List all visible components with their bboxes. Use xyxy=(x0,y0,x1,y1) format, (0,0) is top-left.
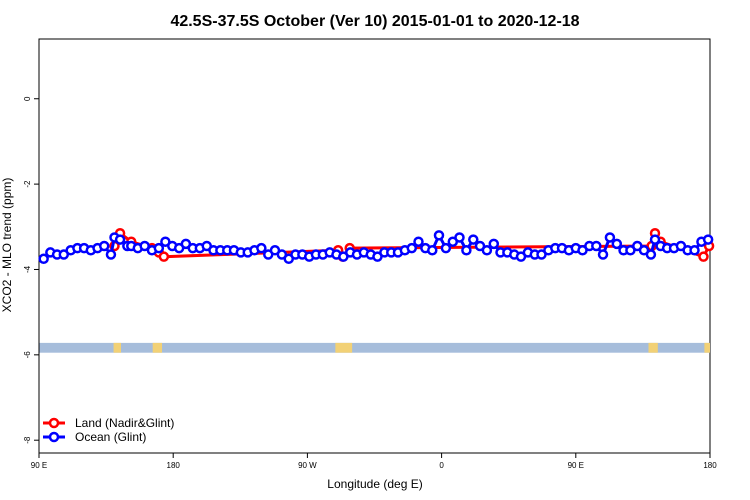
ocean-point xyxy=(702,234,714,245)
land-point xyxy=(698,251,709,262)
ocean-point xyxy=(597,249,609,260)
ocean-point xyxy=(454,232,465,243)
ocean-point xyxy=(413,236,424,247)
chart-title: 42.5S-37.5S October (Ver 10) 2015-01-01 … xyxy=(170,13,579,30)
legend-label: Ocean (Glint) xyxy=(75,430,146,444)
ocean-point xyxy=(433,230,445,241)
x-tick-label: 180 xyxy=(167,461,181,470)
y-tick-label: -6 xyxy=(23,351,32,359)
y-tick-label: -8 xyxy=(23,436,32,444)
ocean-point xyxy=(440,242,452,254)
y-tick-label: -4 xyxy=(23,265,32,273)
ocean-point xyxy=(98,240,110,252)
x-tick-label: 90 W xyxy=(298,461,317,470)
ocean-point xyxy=(689,245,700,256)
ocean-point xyxy=(468,234,479,245)
ocean-point xyxy=(406,242,418,254)
ocean-band xyxy=(39,342,710,353)
ocean-point xyxy=(105,249,117,260)
x-tick-label: 0 xyxy=(439,461,444,470)
ocean-point xyxy=(591,240,602,252)
ocean-point xyxy=(611,238,623,250)
ocean-point xyxy=(645,249,657,260)
legend-marker xyxy=(48,417,60,429)
ocean-point xyxy=(461,245,472,256)
x-tick-label: 90 E xyxy=(31,461,47,470)
legend-marker xyxy=(48,431,60,443)
x-axis-label: Longitude (deg E) xyxy=(327,477,422,491)
legend-label: Land (Nadir&Glint) xyxy=(75,416,174,430)
y-axis-ticks: 0 -2 -4 -6 -8 xyxy=(23,96,39,444)
x-tick-label: 90 E xyxy=(568,461,584,470)
ocean-point xyxy=(153,242,165,254)
ocean-point xyxy=(38,253,49,265)
land-band-segment xyxy=(152,342,163,353)
ocean-point xyxy=(139,240,150,252)
y-tick-label: 0 xyxy=(23,96,32,101)
ocean-point xyxy=(114,234,126,245)
x-tick-label: 180 xyxy=(703,461,717,470)
ocean-series xyxy=(38,230,714,265)
data-series xyxy=(38,227,715,265)
y-axis-label: XCO2 - MLO trend (ppm) xyxy=(0,178,14,313)
x-axis-ticks: 90 E 180 90 W 0 90 E 180 xyxy=(31,453,717,470)
land-band-segment xyxy=(704,342,710,353)
ocean-point xyxy=(604,232,616,243)
land-band-segment xyxy=(335,342,353,353)
land-band-segment xyxy=(648,342,658,353)
ocean-point xyxy=(488,238,500,250)
land-band-segment xyxy=(113,342,122,353)
ocean-point xyxy=(481,245,493,256)
legend: Land (Nadir&Glint)Ocean (Glint) xyxy=(43,416,174,444)
ocean-point xyxy=(649,234,661,245)
land-point xyxy=(158,251,170,262)
surface-band xyxy=(39,342,710,353)
ocean-point xyxy=(427,245,438,256)
ocean-point xyxy=(256,242,267,254)
y-tick-label: -2 xyxy=(23,180,32,188)
